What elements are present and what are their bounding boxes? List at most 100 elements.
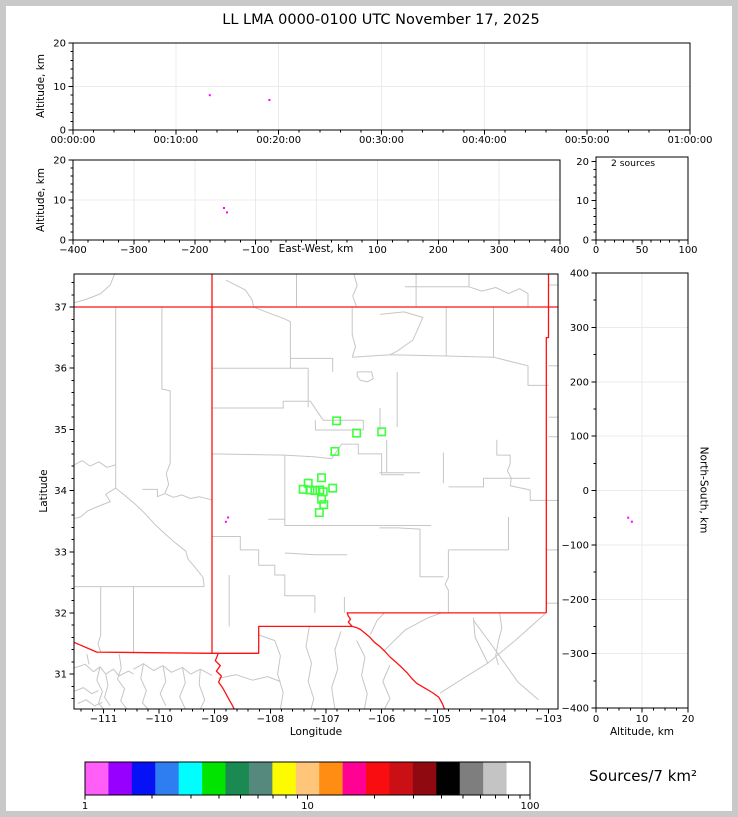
panel-histogram: 0 50 100 0 10 20 [576,156,698,256]
colorbar-segment [202,762,227,795]
panel-ew-height: −400 −300 −200 −100 100 200 300 400 0 10 20 [53,156,569,257]
map-data-markers [224,416,387,523]
tick-label: −107 [312,714,339,725]
tick-label: 200 [429,245,448,256]
ns-height-xlabel: Altitude, km [609,726,675,738]
tick-label: 100 [520,801,539,812]
tick-label: −400 [59,245,86,256]
tick-label: −103 [535,714,562,725]
lightning-strike-marker [305,485,315,495]
lightning-strike-marker [317,473,327,483]
colorbar-segment [389,762,414,795]
colorbar-label: Sources/7 km² [589,767,698,785]
tick-label: 0 [593,245,599,256]
tick-label: −400 [562,704,589,715]
tick-label: −106 [368,714,395,725]
tick-label: 0 [60,236,66,247]
tick-label: 00:30:00 [359,135,404,146]
panel-ns-height: 400 300 200 100 0 −100 −200 −300 −400 0 10 20 [562,269,695,726]
histogram-annotation: 2 sources [611,158,656,169]
lightning-strike-marker [317,494,327,504]
tick-label: −100 [562,540,589,551]
tick-label: 00:50:00 [565,135,610,146]
lightning-strike-marker [332,416,342,426]
colorbar-segment [342,762,367,795]
colorbar-segment [225,762,250,795]
tick-label: 20 [53,39,66,50]
tick-label: 33 [54,547,67,558]
tick-label: 20 [576,157,589,168]
tick-label: 36 [54,364,67,375]
panel-time-height: 00:00:00 00:10:00 00:20:00 00:30:00 00:40:00… [51,39,713,147]
tick-label: 1 [82,801,88,812]
tick-label: 00:00:00 [51,135,96,146]
tick-label: 100 [368,245,387,256]
colorbar-segment [506,762,531,795]
colorbar-segment [248,762,273,795]
colorbar-segment [272,762,297,795]
lightning-strike-marker [328,483,338,493]
tick-label: −109 [201,714,228,725]
colorbar-segment [178,762,203,795]
colorbar-segment [483,762,508,795]
tick-label: 10 [636,714,649,725]
lightning-strike-marker [330,446,340,456]
colorbar-segment [436,762,461,795]
tick-label: 0 [583,236,589,247]
figure-title: LL LMA 0000-0100 UTC November 17, 2025 [222,12,540,28]
tick-label: 100 [678,245,697,256]
tick-label: 0 [60,126,66,137]
tick-label: −300 [120,245,147,256]
colorbar-segment [319,762,344,795]
tick-label: 400 [550,245,569,256]
tick-label: −100 [242,245,269,256]
tick-label: −200 [562,595,589,606]
tick-label: 32 [54,608,67,619]
tick-label: 50 [636,245,649,256]
ew-xlabel: East-West, km [278,243,354,255]
colorbar-segment [85,762,109,795]
tick-label: 200 [570,377,589,388]
tick-label: 31 [54,670,67,681]
tick-label: 00:40:00 [462,135,507,146]
tick-label: −110 [145,714,172,725]
tick-label: −111 [90,714,117,725]
panel-map: −111 −110 −109 −108 −107 −106 −105 −104 −103 31 32… [54,273,562,725]
colorbar-segment [295,762,320,795]
tick-label: 10 [53,196,66,207]
tick-label: −300 [562,649,589,660]
tick-label: 0 [583,486,589,497]
lightning-strike-marker [352,428,362,438]
colorbar-segment [131,762,156,795]
tick-label: −108 [257,714,284,725]
map-xlabel: Longitude [289,726,343,738]
tick-label: 400 [570,269,589,280]
tick-label: −200 [181,245,208,256]
tick-label: 10 [301,801,314,812]
tick-label: 34 [54,486,67,497]
colorbar: 1 10 100 [82,761,540,812]
tick-label: 35 [54,425,67,436]
tick-label: 10 [53,82,66,93]
tick-label: 20 [53,156,66,167]
tick-label: 100 [570,432,589,443]
map-basemap [74,274,558,709]
colorbar-segment [108,762,133,795]
tick-label: 00:10:00 [153,135,198,146]
tick-label: 300 [570,323,589,334]
tick-label: −104 [479,714,506,725]
tick-label: 00:20:00 [256,135,301,146]
tick-label: 20 [682,714,695,725]
colorbar-segment [412,762,437,795]
colorbar-segment [155,762,180,795]
tick-label: 01:00:00 [668,135,713,146]
tick-label: 300 [490,245,509,256]
tick-label: 0 [593,714,599,725]
colorbar-segment [366,762,390,795]
lightning-strike-marker [314,508,324,518]
figure-background [6,6,732,811]
colorbar-segment [459,762,484,795]
tick-label: 37 [54,303,67,314]
